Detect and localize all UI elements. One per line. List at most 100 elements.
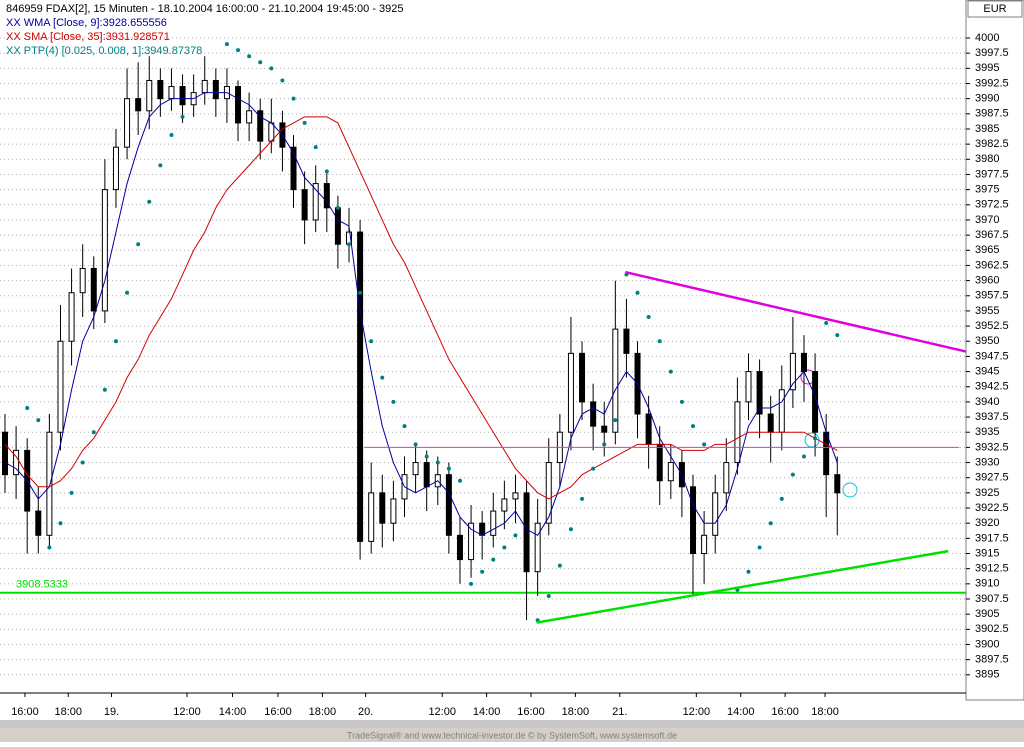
candle-body (90, 267, 97, 312)
y-tick-label: 3975 (975, 184, 999, 196)
candle-body (57, 340, 64, 433)
trend-line (625, 270, 967, 353)
indicator-dot (824, 321, 829, 326)
candle-body (745, 371, 752, 403)
indicator-dot (280, 78, 285, 83)
candle-body (212, 79, 219, 100)
candle-body (789, 352, 796, 391)
candle-body (146, 79, 153, 112)
currency: EUR (983, 3, 1006, 15)
candle-body (179, 86, 186, 106)
candle-body (390, 498, 397, 524)
indicator-dot (247, 54, 252, 59)
x-tick-label: 18:00 (811, 706, 839, 718)
indicator-dot (835, 333, 840, 338)
indicator-dot (691, 424, 696, 429)
chart-title: 846959 FDAX[2], 15 Minuten - 18.10.2004 … (6, 3, 404, 15)
level-label: 3908.5333 (16, 579, 68, 591)
x-tick-label: 18:00 (309, 706, 337, 718)
candle-body (756, 371, 763, 415)
x-tick-label: 16:00 (11, 706, 39, 718)
indicator-line (4, 116, 838, 500)
indicator-dot (480, 569, 485, 574)
indicator-dot (757, 545, 762, 550)
candle-body (235, 86, 242, 124)
y-tick-label: 3920 (975, 517, 999, 529)
y-tick-label: 3967.5 (975, 229, 1009, 241)
y-tick-label: 3942.5 (975, 381, 1009, 393)
candle-body (157, 79, 164, 100)
y-tick-label: 3972.5 (975, 199, 1009, 211)
y-tick-label: 3987.5 (975, 108, 1009, 120)
indicator-dot (291, 96, 296, 101)
legend-entry: XX SMA [Close, 35]:3931.928571 (6, 31, 170, 43)
candle-body (368, 492, 375, 542)
candle-body (101, 189, 108, 312)
candle-body (79, 267, 86, 294)
candle-body (412, 462, 419, 476)
candle-body (456, 534, 463, 561)
indicator-dot (313, 145, 318, 150)
y-tick-label: 3910 (975, 578, 999, 590)
candle-body (334, 207, 341, 245)
indicator-dot (646, 314, 651, 319)
candle-body (112, 146, 119, 191)
indicator-dot (102, 387, 107, 392)
marker-circle (842, 482, 858, 498)
indicator-dot (358, 290, 363, 295)
indicator-dot (113, 339, 118, 344)
indicator-dot (768, 521, 773, 526)
candle-body (68, 292, 75, 342)
indicator-dot (258, 60, 263, 65)
y-tick-label: 3957.5 (975, 290, 1009, 302)
indicator-dot (546, 593, 551, 598)
footer-bar (0, 728, 1024, 742)
y-tick-label: 3937.5 (975, 411, 1009, 423)
candle-body (301, 189, 308, 221)
x-tick-label: 14:00 (473, 706, 501, 718)
x-tick-label: 14:00 (727, 706, 755, 718)
candle-body (667, 462, 674, 482)
candle-body (656, 443, 663, 482)
indicator-dot (236, 48, 241, 53)
y-tick-label: 3995 (975, 62, 999, 74)
y-tick-label: 3955 (975, 305, 999, 317)
indicator-dot (25, 405, 30, 410)
indicator-dot (557, 563, 562, 568)
y-tick-label: 3922.5 (975, 502, 1009, 514)
candle-body (823, 431, 830, 476)
x-tick-label: 21. (612, 706, 627, 718)
x-tick-label: 18:00 (54, 706, 82, 718)
candle-body (468, 522, 475, 561)
indicator-dot (657, 339, 662, 344)
y-tick-label: 3915 (975, 547, 999, 559)
candle-body (168, 86, 175, 100)
candle-body (312, 183, 319, 221)
candle-body (46, 431, 53, 536)
indicator-dot (369, 339, 374, 344)
candle-body (623, 328, 630, 354)
candle-body (534, 522, 541, 573)
legend-entry: XX WMA [Close, 9]:3928.655556 (6, 17, 167, 29)
y-tick-label: 3947.5 (975, 350, 1009, 362)
scrollbar (0, 720, 1024, 728)
indicator-dot (302, 120, 307, 125)
indicator-dot (702, 442, 707, 447)
y-tick-label: 3905 (975, 608, 999, 620)
y-tick-label: 3935 (975, 426, 999, 438)
indicator-dot (469, 581, 474, 586)
x-tick-label: 16:00 (771, 706, 799, 718)
x-tick-label: 14:00 (219, 706, 247, 718)
y-tick-label: 3950 (975, 335, 999, 347)
y-tick-label: 3980 (975, 153, 999, 165)
indicator-dot (47, 545, 52, 550)
x-tick-label: 16:00 (264, 706, 292, 718)
candle-body (35, 510, 42, 536)
candle-body (690, 486, 697, 555)
x-tick-label: 16:00 (517, 706, 545, 718)
footer: TradeSignal® and www.technical-investor.… (347, 730, 677, 740)
y-tick-label: 3895 (975, 669, 999, 681)
indicator-dot (668, 369, 673, 374)
